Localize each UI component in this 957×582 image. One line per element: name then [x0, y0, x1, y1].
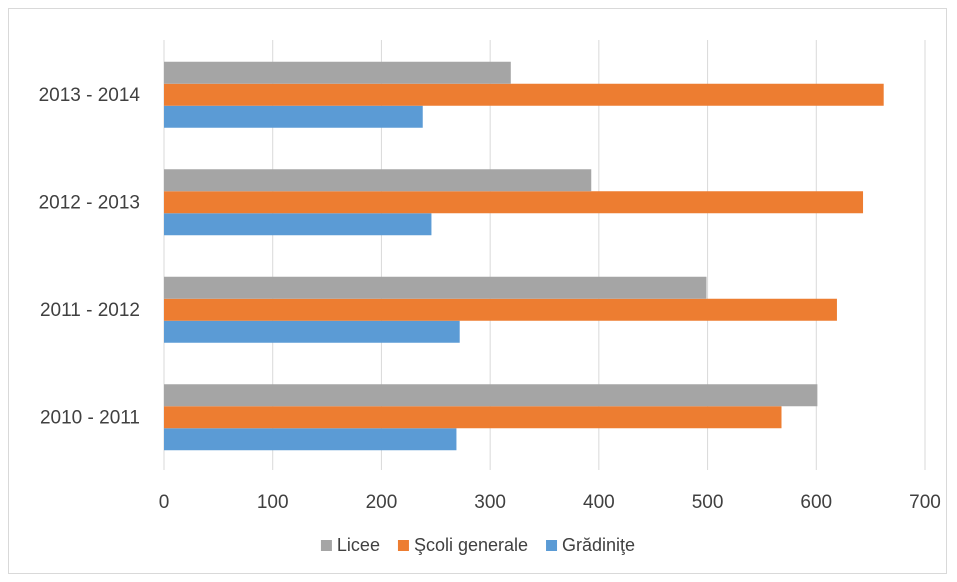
bar-gr-dini-e-2 [164, 213, 432, 236]
y-category-label: 2013 - 2014 [39, 85, 141, 106]
bar--coli-generale-2 [164, 191, 864, 214]
legend-label-gr-dini-e: Grădiniţe [562, 535, 635, 555]
x-axis-tick-labels: 0 100 200 300 400 500 600 700 [159, 492, 941, 513]
x-tick-label: 700 [909, 492, 941, 513]
legend-swatch--coli-generale [397, 540, 409, 551]
bar-licee-3 [164, 61, 511, 84]
y-category-label: 2012 - 2013 [39, 192, 140, 213]
bar--coli-generale-0 [164, 406, 782, 429]
x-tick-label: 100 [257, 492, 289, 513]
bar-licee-2 [164, 169, 592, 192]
x-tick-label: 400 [583, 492, 615, 513]
x-tick-label: 0 [159, 492, 170, 513]
bar-gr-dini-e-1 [164, 320, 460, 343]
bar--coli-generale-1 [164, 298, 837, 321]
legend-swatch-licee [320, 540, 332, 551]
x-tick-label: 600 [800, 492, 832, 513]
x-tick-label: 300 [474, 492, 506, 513]
legend-label-licee: Licee [337, 535, 380, 555]
y-axis-category-labels: 2010 - 2011 2011 - 2012 2012 - 2013 2013 - … [39, 85, 141, 429]
x-tick-label: 200 [366, 492, 398, 513]
bar-licee-0 [164, 384, 818, 407]
legend: Licee Şcoli generale Grădiniţe [320, 535, 635, 555]
y-category-label: 2011 - 2012 [40, 300, 140, 321]
legend-label--coli-generale: Şcoli generale [414, 535, 528, 555]
bar--coli-generale-3 [164, 83, 884, 106]
bar-gr-dini-e-3 [164, 105, 423, 128]
bar-gr-dini-e-0 [164, 428, 457, 451]
bars [164, 61, 884, 451]
y-category-label: 2010 - 2011 [40, 407, 140, 428]
legend-swatch-gr-dini-e [546, 540, 558, 551]
bar-licee-1 [164, 276, 707, 299]
x-tick-label: 500 [692, 492, 724, 513]
